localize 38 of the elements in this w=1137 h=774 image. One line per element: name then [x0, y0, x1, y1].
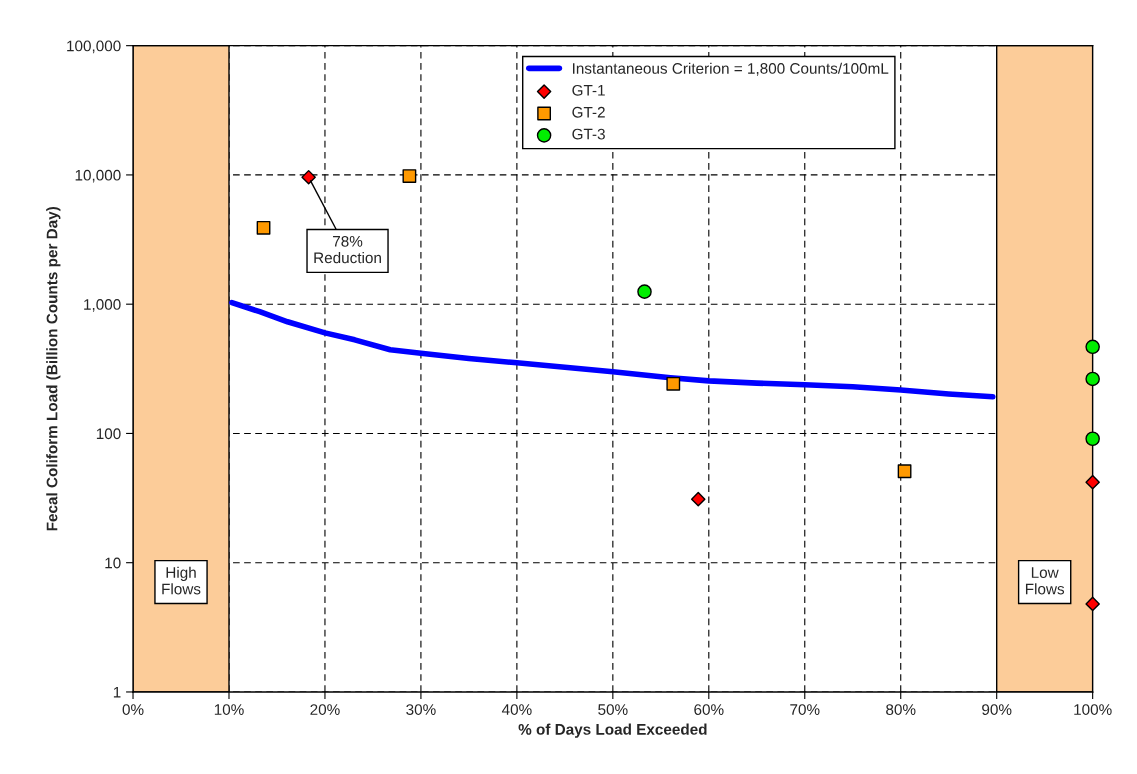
point	[1085, 339, 1100, 355]
x-tick-label: 0%	[122, 704, 144, 715]
annotation: 78% Reduction	[314, 235, 381, 264]
legend-label: Instantaneous Criterion = 1,800 Counts/100mL	[573, 62, 889, 76]
point	[256, 220, 271, 235]
y-tick-label: 1	[113, 686, 121, 698]
x-tick-label: 60%	[694, 704, 724, 715]
x-tick-label: 30%	[406, 704, 436, 715]
x-tick-label: 50%	[598, 704, 628, 715]
point	[1085, 596, 1100, 612]
point	[690, 491, 706, 507]
legend-label: GT-2	[572, 106, 605, 118]
point	[666, 376, 681, 391]
y-tick-label: 100,000	[67, 40, 121, 54]
point	[1085, 474, 1100, 490]
point	[1085, 431, 1100, 447]
y-tick-label: 1,000	[84, 299, 121, 312]
x-tick-label: 90%	[982, 704, 1012, 715]
band-label: Low Flows	[1025, 567, 1065, 595]
point	[1085, 371, 1100, 387]
point	[301, 169, 316, 185]
x-tick-label: 40%	[501, 704, 532, 715]
legend-label: GT-1	[572, 84, 605, 96]
x-tick-label: 10%	[214, 704, 244, 715]
band-label: High Flows	[162, 566, 201, 595]
y-axis-title: Fecal Coliform Load (Billion Counts per Day)	[46, 207, 61, 531]
x-tick-label: 70%	[790, 704, 820, 715]
legend-label: GT-3	[572, 128, 605, 140]
x-tick-label: 100%	[1074, 704, 1112, 715]
y-tick-label: 10	[105, 557, 121, 569]
point	[402, 169, 417, 183]
x-tick-label: 80%	[886, 704, 916, 715]
point	[637, 284, 652, 299]
y-tick-label: 10,000	[75, 169, 121, 183]
point	[897, 464, 912, 479]
x-tick-label: 20%	[310, 704, 340, 715]
x-axis-title: % of Days Load Exceeded	[518, 723, 707, 738]
y-tick-label: 100	[96, 428, 121, 440]
